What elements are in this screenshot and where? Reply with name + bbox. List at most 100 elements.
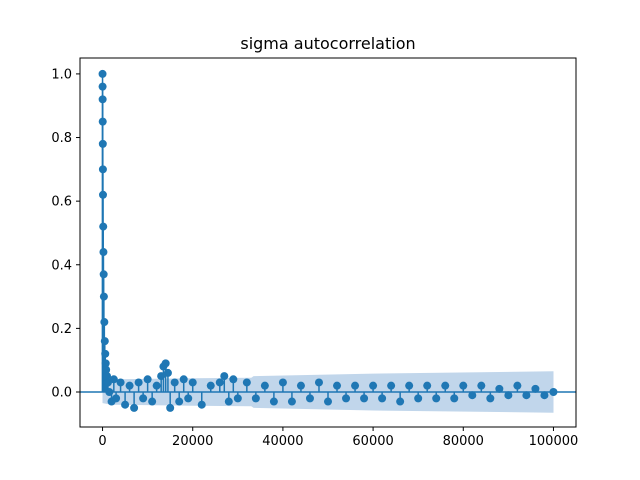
data-point bbox=[220, 372, 229, 381]
y-tick-label: 0.2 bbox=[51, 322, 72, 337]
x-tick-label: 0 bbox=[98, 434, 106, 449]
data-point bbox=[378, 394, 387, 403]
data-point bbox=[287, 397, 296, 406]
data-point bbox=[278, 378, 287, 387]
y-tick-label: 0.8 bbox=[51, 131, 72, 146]
data-point bbox=[157, 372, 166, 381]
data-point bbox=[134, 378, 143, 387]
data-point bbox=[215, 378, 224, 387]
data-point bbox=[103, 372, 112, 381]
data-point bbox=[102, 365, 111, 374]
data-point bbox=[549, 388, 558, 397]
data-point bbox=[477, 381, 486, 390]
data-point bbox=[188, 378, 197, 387]
data-point bbox=[101, 359, 110, 368]
data-point bbox=[101, 349, 110, 358]
data-point bbox=[112, 394, 121, 403]
data-point bbox=[179, 375, 188, 384]
data-point bbox=[229, 375, 238, 384]
data-point bbox=[166, 403, 175, 412]
plot-clip-group bbox=[80, 69, 576, 413]
y-axis: 0.0 0.2 0.4 0.6 0.8 1.0 bbox=[51, 67, 80, 401]
data-point bbox=[175, 397, 184, 406]
data-point bbox=[387, 381, 396, 390]
data-point bbox=[163, 368, 172, 377]
data-point bbox=[296, 381, 305, 390]
data-point bbox=[100, 337, 109, 346]
data-point bbox=[414, 394, 423, 403]
data-point bbox=[98, 139, 107, 148]
data-point bbox=[103, 378, 112, 387]
data-point bbox=[233, 394, 242, 403]
chart-title: sigma autocorrelation bbox=[240, 34, 415, 53]
y-tick-label: 0.0 bbox=[51, 386, 72, 401]
data-point bbox=[161, 359, 170, 368]
x-tick-label: 60000 bbox=[352, 434, 393, 449]
data-point bbox=[540, 391, 549, 400]
data-point bbox=[116, 378, 125, 387]
data-point bbox=[100, 318, 109, 327]
data-point bbox=[206, 381, 215, 390]
data-point bbox=[342, 394, 351, 403]
data-point bbox=[99, 248, 108, 257]
data-point bbox=[105, 388, 114, 397]
data-point bbox=[251, 394, 260, 403]
data-point bbox=[130, 403, 139, 412]
data-point bbox=[513, 381, 522, 390]
data-point bbox=[531, 384, 540, 393]
data-point bbox=[170, 378, 179, 387]
data-point bbox=[98, 190, 107, 199]
data-point bbox=[504, 391, 513, 400]
data-point bbox=[260, 381, 269, 390]
data-point bbox=[242, 378, 251, 387]
data-point bbox=[522, 391, 531, 400]
axes-frame bbox=[79, 57, 577, 428]
x-axis: 0 20000 40000 60000 80000 100000 bbox=[98, 427, 578, 449]
data-point bbox=[98, 165, 107, 174]
data-point bbox=[109, 375, 118, 384]
plot-area bbox=[80, 69, 576, 413]
x-tick-label: 80000 bbox=[443, 434, 484, 449]
data-point bbox=[495, 384, 504, 393]
x-tick-label: 100000 bbox=[529, 434, 579, 449]
data-point bbox=[184, 394, 193, 403]
data-point bbox=[314, 378, 323, 387]
data-point bbox=[99, 222, 108, 231]
data-point bbox=[396, 397, 405, 406]
data-point bbox=[152, 381, 161, 390]
data-point bbox=[405, 381, 414, 390]
data-point bbox=[98, 95, 107, 104]
data-point bbox=[99, 292, 108, 301]
data-point bbox=[98, 69, 107, 78]
y-tick-label: 0.4 bbox=[51, 258, 72, 273]
y-tick-label: 1.0 bbox=[51, 67, 72, 82]
x-tick-label: 20000 bbox=[172, 434, 213, 449]
data-point bbox=[450, 394, 459, 403]
data-point bbox=[351, 381, 360, 390]
data-point bbox=[333, 381, 342, 390]
data-point bbox=[269, 397, 278, 406]
data-point bbox=[369, 381, 378, 390]
data-point bbox=[121, 400, 130, 409]
data-point bbox=[468, 391, 477, 400]
data-point bbox=[98, 82, 107, 91]
data-point bbox=[486, 394, 495, 403]
data-point bbox=[441, 381, 450, 390]
data-point bbox=[197, 400, 206, 409]
data-point bbox=[224, 397, 233, 406]
data-point bbox=[99, 270, 108, 279]
data-point bbox=[98, 117, 107, 126]
data-point bbox=[148, 397, 157, 406]
data-point bbox=[324, 397, 332, 406]
data-point bbox=[143, 375, 152, 384]
x-tick-label: 40000 bbox=[262, 434, 303, 449]
data-point bbox=[360, 394, 369, 403]
y-tick-label: 0.6 bbox=[51, 195, 72, 210]
data-point bbox=[305, 394, 314, 403]
data-point bbox=[432, 394, 441, 403]
data-point bbox=[139, 394, 148, 403]
data-point bbox=[423, 381, 432, 390]
data-point bbox=[459, 381, 468, 390]
data-point bbox=[125, 381, 134, 390]
